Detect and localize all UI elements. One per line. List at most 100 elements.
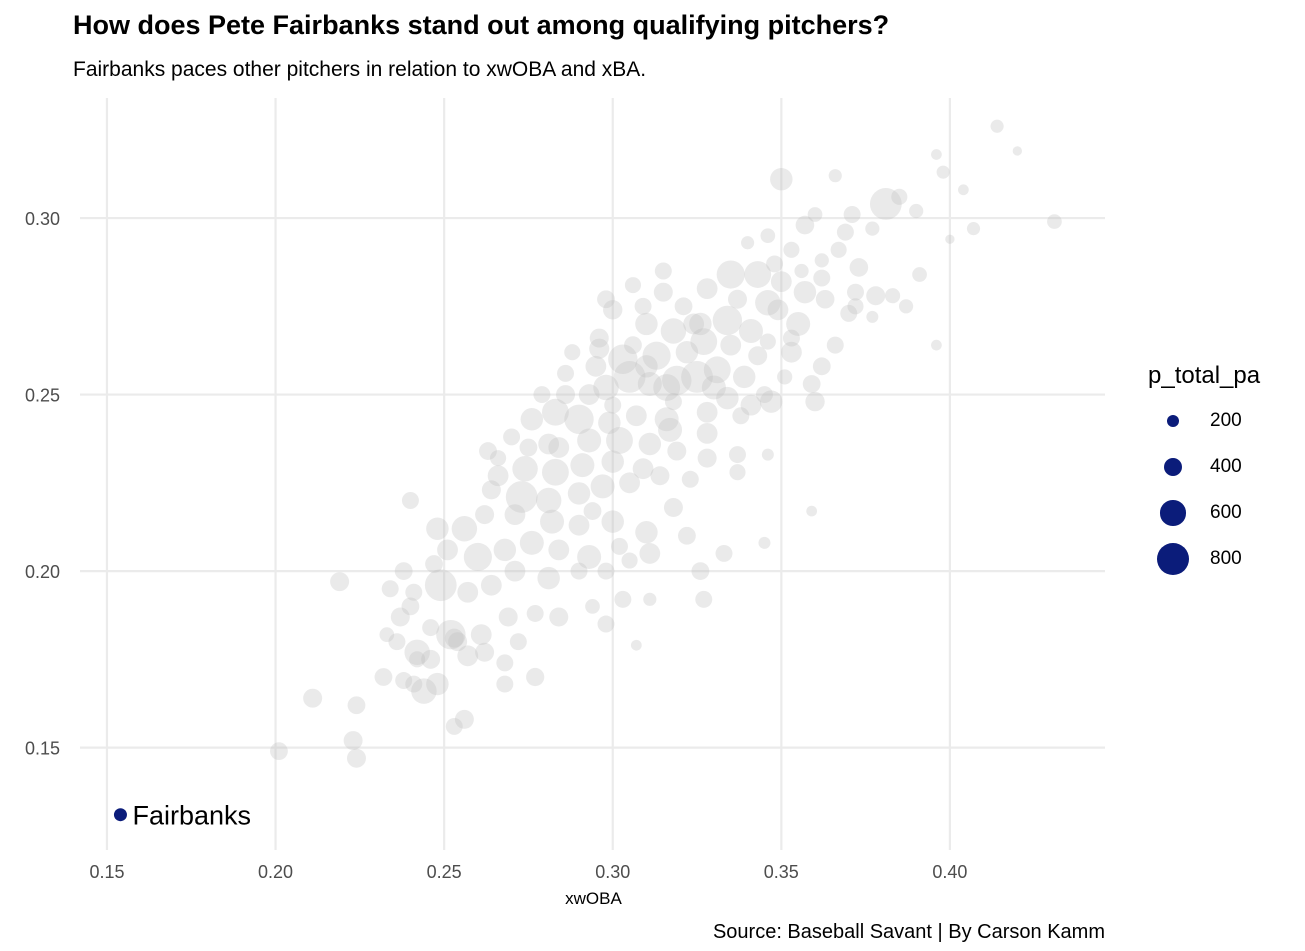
pitcher-point — [567, 482, 591, 505]
pitcher-point — [597, 562, 615, 580]
pitcher-point — [805, 391, 825, 412]
pitcher-point — [635, 355, 658, 378]
pitcher-point — [830, 241, 847, 258]
pitcher-point — [678, 526, 696, 545]
pitcher-point — [945, 234, 955, 244]
pitcher-point — [548, 437, 570, 458]
pitcher-point — [490, 450, 507, 467]
pitcher-point — [635, 521, 658, 544]
pitcher-point — [691, 562, 710, 580]
pitcher-point — [936, 165, 950, 179]
pitcher-point — [759, 333, 776, 350]
x-tick-label: 0.25 — [427, 862, 462, 882]
pitcher-point — [728, 446, 746, 464]
pitcher-point — [512, 455, 538, 482]
pitcher-point — [496, 675, 514, 693]
pitcher-point — [654, 262, 672, 280]
pitcher-point — [869, 188, 902, 220]
pitcher-point — [590, 474, 615, 499]
pitcher-point — [585, 355, 607, 377]
pitcher-point — [593, 374, 619, 401]
pitcher-point — [715, 544, 733, 562]
pitcher-point — [597, 290, 615, 309]
pitcher-point — [782, 329, 800, 347]
grid-lines — [80, 98, 1105, 850]
pitcher-point — [409, 651, 426, 668]
pitcher-point — [727, 289, 747, 309]
pitcher-point — [548, 539, 570, 561]
pitcher-point — [653, 282, 673, 302]
pitcher-point — [564, 404, 594, 434]
pitcher-point — [401, 491, 419, 509]
pitcher-point — [761, 448, 774, 461]
x-axis-title: xwOBA — [565, 889, 622, 908]
pitcher-point — [766, 255, 784, 273]
pitcher-point — [884, 288, 901, 304]
pitcher-point — [836, 223, 854, 241]
pitcher-point — [813, 269, 831, 287]
pitcher-point — [849, 258, 869, 277]
pitcher-point — [689, 312, 712, 336]
pitcher-point — [475, 505, 495, 525]
pitcher-point — [537, 566, 560, 590]
pitcher-point — [826, 336, 844, 354]
pitcher-point — [696, 278, 718, 300]
pitcher-point — [589, 338, 610, 359]
pitcher-point — [642, 341, 671, 370]
pitcher-point — [683, 313, 705, 335]
pitcher-point — [457, 645, 479, 667]
pitcher-point — [729, 464, 746, 481]
pitcher-point — [520, 408, 544, 431]
pitcher-point — [379, 627, 395, 642]
pitcher-point — [712, 305, 743, 336]
pitcher-point — [807, 207, 823, 222]
pitcher-point — [498, 607, 518, 627]
pitcher-point — [395, 672, 413, 690]
pitcher-point — [388, 633, 406, 651]
pitcher-point — [597, 615, 615, 633]
pitcher-point — [424, 569, 457, 602]
pitcher-point — [767, 299, 789, 321]
pitcher-point — [720, 334, 742, 356]
pitcher-point — [624, 336, 642, 355]
pitcher-point — [564, 344, 581, 361]
pitcher-point — [619, 472, 640, 494]
pitcher-point — [777, 369, 793, 385]
pitcher-point — [931, 339, 942, 351]
pitcher-point — [570, 453, 595, 478]
pitcher-point — [664, 393, 682, 411]
pitcher-point — [405, 583, 423, 601]
pitcher-point — [681, 470, 699, 488]
pitcher-point — [625, 405, 647, 427]
pitcher-point — [621, 552, 638, 569]
chart-title: How does Pete Fairbanks stand out among … — [73, 10, 890, 40]
pitcher-point — [637, 371, 662, 396]
pitcher-point — [632, 458, 654, 480]
legend-item: 800 — [1148, 536, 1260, 582]
pitcher-point — [493, 538, 517, 562]
pitcher-point — [966, 222, 981, 236]
fairbanks-point — [113, 808, 127, 822]
pitcher-point — [1047, 214, 1062, 229]
axis-labels: 0.15 0.20 0.25 0.30 0.35 0.40 0.15 0.20 0.25 0.30… — [25, 209, 967, 908]
pitcher-point — [603, 300, 623, 320]
y-tick-label: 0.20 — [25, 562, 60, 582]
pitcher-point — [509, 633, 527, 651]
pitcher-point — [448, 632, 468, 652]
pitcher-point — [556, 385, 576, 405]
pitcher-point — [806, 505, 818, 517]
pitcher-point — [630, 639, 642, 651]
pitcher-point — [613, 361, 646, 393]
pitcher-point — [421, 649, 441, 669]
pitcher-point — [604, 396, 622, 414]
pitcher-point — [401, 597, 420, 616]
pitcher-point — [425, 555, 443, 573]
pitcher-point — [614, 590, 632, 608]
pitcher-point — [549, 607, 569, 627]
pitcher-point — [570, 562, 588, 580]
pitcher-point — [732, 407, 750, 425]
legend-item: 200 — [1148, 398, 1260, 444]
pitcher-point — [794, 263, 809, 279]
points-layer — [270, 119, 1062, 768]
pitcher-point — [667, 441, 687, 461]
